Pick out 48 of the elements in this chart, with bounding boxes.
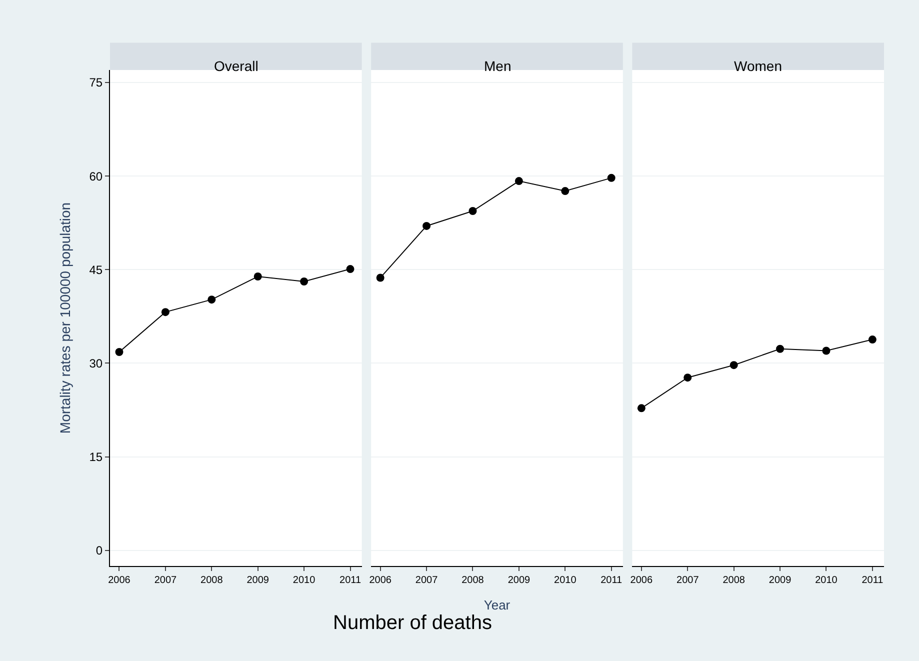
point <box>254 272 262 281</box>
x-tick-label: 2006 <box>108 575 131 586</box>
y-tick-label: 45 <box>89 262 103 277</box>
point <box>561 187 570 196</box>
point <box>730 361 738 370</box>
x-axis-title: Year <box>484 598 511 613</box>
y-tick-label: 15 <box>89 450 103 464</box>
point <box>514 177 523 186</box>
x-tick-label: 2006 <box>630 575 653 586</box>
x-tick-label: 2008 <box>462 575 484 586</box>
point <box>468 207 477 215</box>
y-tick-label: 75 <box>89 76 103 90</box>
x-tick-label: 2008 <box>200 575 224 586</box>
y-tick-label: 60 <box>89 169 103 184</box>
point <box>776 344 784 353</box>
point <box>300 278 308 286</box>
point <box>161 308 170 316</box>
x-tick-label: 2010 <box>292 575 316 586</box>
x-tick-label: 2007 <box>676 575 700 586</box>
y-tick-label: 0 <box>96 544 103 558</box>
x-tick-label: 2007 <box>415 575 438 586</box>
y-axis-title: Mortality rates per 100000 population <box>56 202 73 434</box>
point <box>422 222 431 230</box>
point <box>637 404 646 412</box>
x-tick-label: 2011 <box>600 575 623 586</box>
x-tick-label: 2009 <box>246 575 270 586</box>
x-tick-label: 2011 <box>340 575 362 586</box>
point <box>115 348 124 356</box>
x-tick-label: 2009 <box>508 575 531 586</box>
x-tick-label: 2010 <box>815 575 838 586</box>
x-tick-label: 2009 <box>768 575 792 586</box>
point <box>868 336 876 344</box>
chart-title: Men <box>484 58 512 74</box>
chart-title: Women <box>734 58 782 74</box>
point <box>346 265 354 274</box>
point <box>376 274 384 282</box>
x-tick-label: 2008 <box>722 575 746 586</box>
x-tick-label: 2006 <box>369 575 392 586</box>
point <box>208 296 216 304</box>
point <box>684 374 692 382</box>
x-tick-label: 2007 <box>154 575 177 586</box>
text: Number of deaths <box>333 612 492 634</box>
x-tick-label: 2011 <box>862 575 884 586</box>
chart-title: Overall <box>214 58 258 74</box>
point <box>822 346 830 355</box>
point <box>607 174 616 182</box>
y-tick-label: 30 <box>89 356 103 370</box>
x-tick-label: 2010 <box>554 575 577 586</box>
